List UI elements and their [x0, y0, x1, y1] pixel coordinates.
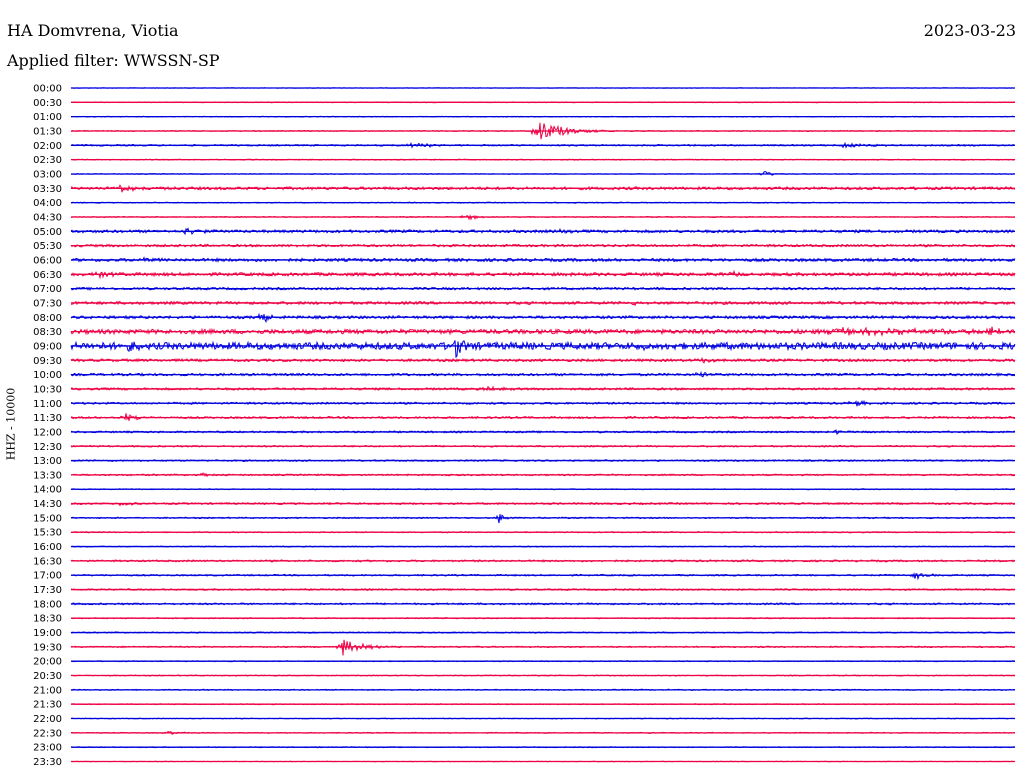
row-time-label: 07:30 — [33, 298, 62, 309]
row-time-label: 19:00 — [33, 628, 62, 639]
row-time-label: 11:30 — [33, 413, 62, 424]
row-time-label: 13:00 — [33, 456, 62, 467]
row-time-label: 02:30 — [33, 155, 62, 166]
trace-row-0900 — [70, 340, 1016, 359]
row-time-label: 22:30 — [33, 728, 62, 739]
date-label: 2023-03-23 — [923, 21, 1016, 40]
row-time-label: 23:00 — [33, 743, 62, 754]
row-time-label: 19:30 — [33, 642, 62, 653]
row-time-label: 05:30 — [33, 241, 62, 252]
row-time-label: 16:00 — [33, 542, 62, 553]
row-time-label: 01:00 — [33, 112, 62, 123]
row-time-label: 13:30 — [33, 470, 62, 481]
row-time-label: 07:00 — [33, 284, 62, 295]
row-time-label: 08:00 — [33, 313, 62, 324]
row-time-label: 03:00 — [33, 169, 62, 180]
row-time-label: 17:00 — [33, 571, 62, 582]
row-time-label: 10:30 — [33, 384, 62, 395]
row-time-label: 21:00 — [33, 685, 62, 696]
trace-row-1500 — [70, 514, 1016, 524]
row-time-label: 14:00 — [33, 485, 62, 496]
row-time-label: 04:30 — [33, 212, 62, 223]
row-time-label: 00:00 — [33, 84, 62, 95]
row-time-label: 14:30 — [33, 499, 62, 510]
row-time-label: 10:00 — [33, 370, 62, 381]
row-time-label: 04:00 — [33, 198, 62, 209]
row-time-label: 06:30 — [33, 270, 62, 281]
row-time-label: 20:00 — [33, 657, 62, 668]
row-time-label: 18:30 — [33, 614, 62, 625]
station-title: HA Domvrena, Viotia — [7, 21, 179, 40]
row-time-label: 15:30 — [33, 528, 62, 539]
row-time-label: 23:30 — [33, 757, 62, 768]
row-time-label: 20:30 — [33, 671, 62, 682]
row-time-label: 09:00 — [33, 341, 62, 352]
row-time-label: 11:00 — [33, 399, 62, 410]
trace-row-1700 — [70, 572, 1016, 581]
trace-row-1930 — [70, 639, 1016, 656]
row-time-label: 09:30 — [33, 356, 62, 367]
row-time-label: 03:30 — [33, 184, 62, 195]
row-time-label: 15:00 — [33, 513, 62, 524]
row-time-label: 06:00 — [33, 255, 62, 266]
row-time-label: 18:00 — [33, 599, 62, 610]
row-time-label: 12:00 — [33, 427, 62, 438]
row-time-label: 12:30 — [33, 442, 62, 453]
row-time-label: 21:30 — [33, 700, 62, 711]
row-time-label: 22:00 — [33, 714, 62, 725]
row-time-label: 01:30 — [33, 126, 62, 137]
row-time-label: 00:30 — [33, 98, 62, 109]
row-time-label: 08:30 — [33, 327, 62, 338]
row-time-label: 02:00 — [33, 141, 62, 152]
row-time-label: 16:30 — [33, 556, 62, 567]
filter-label: Applied filter: WWSSN-SP — [7, 51, 220, 70]
row-time-label: 17:30 — [33, 585, 62, 596]
row-time-label: 05:00 — [33, 227, 62, 238]
